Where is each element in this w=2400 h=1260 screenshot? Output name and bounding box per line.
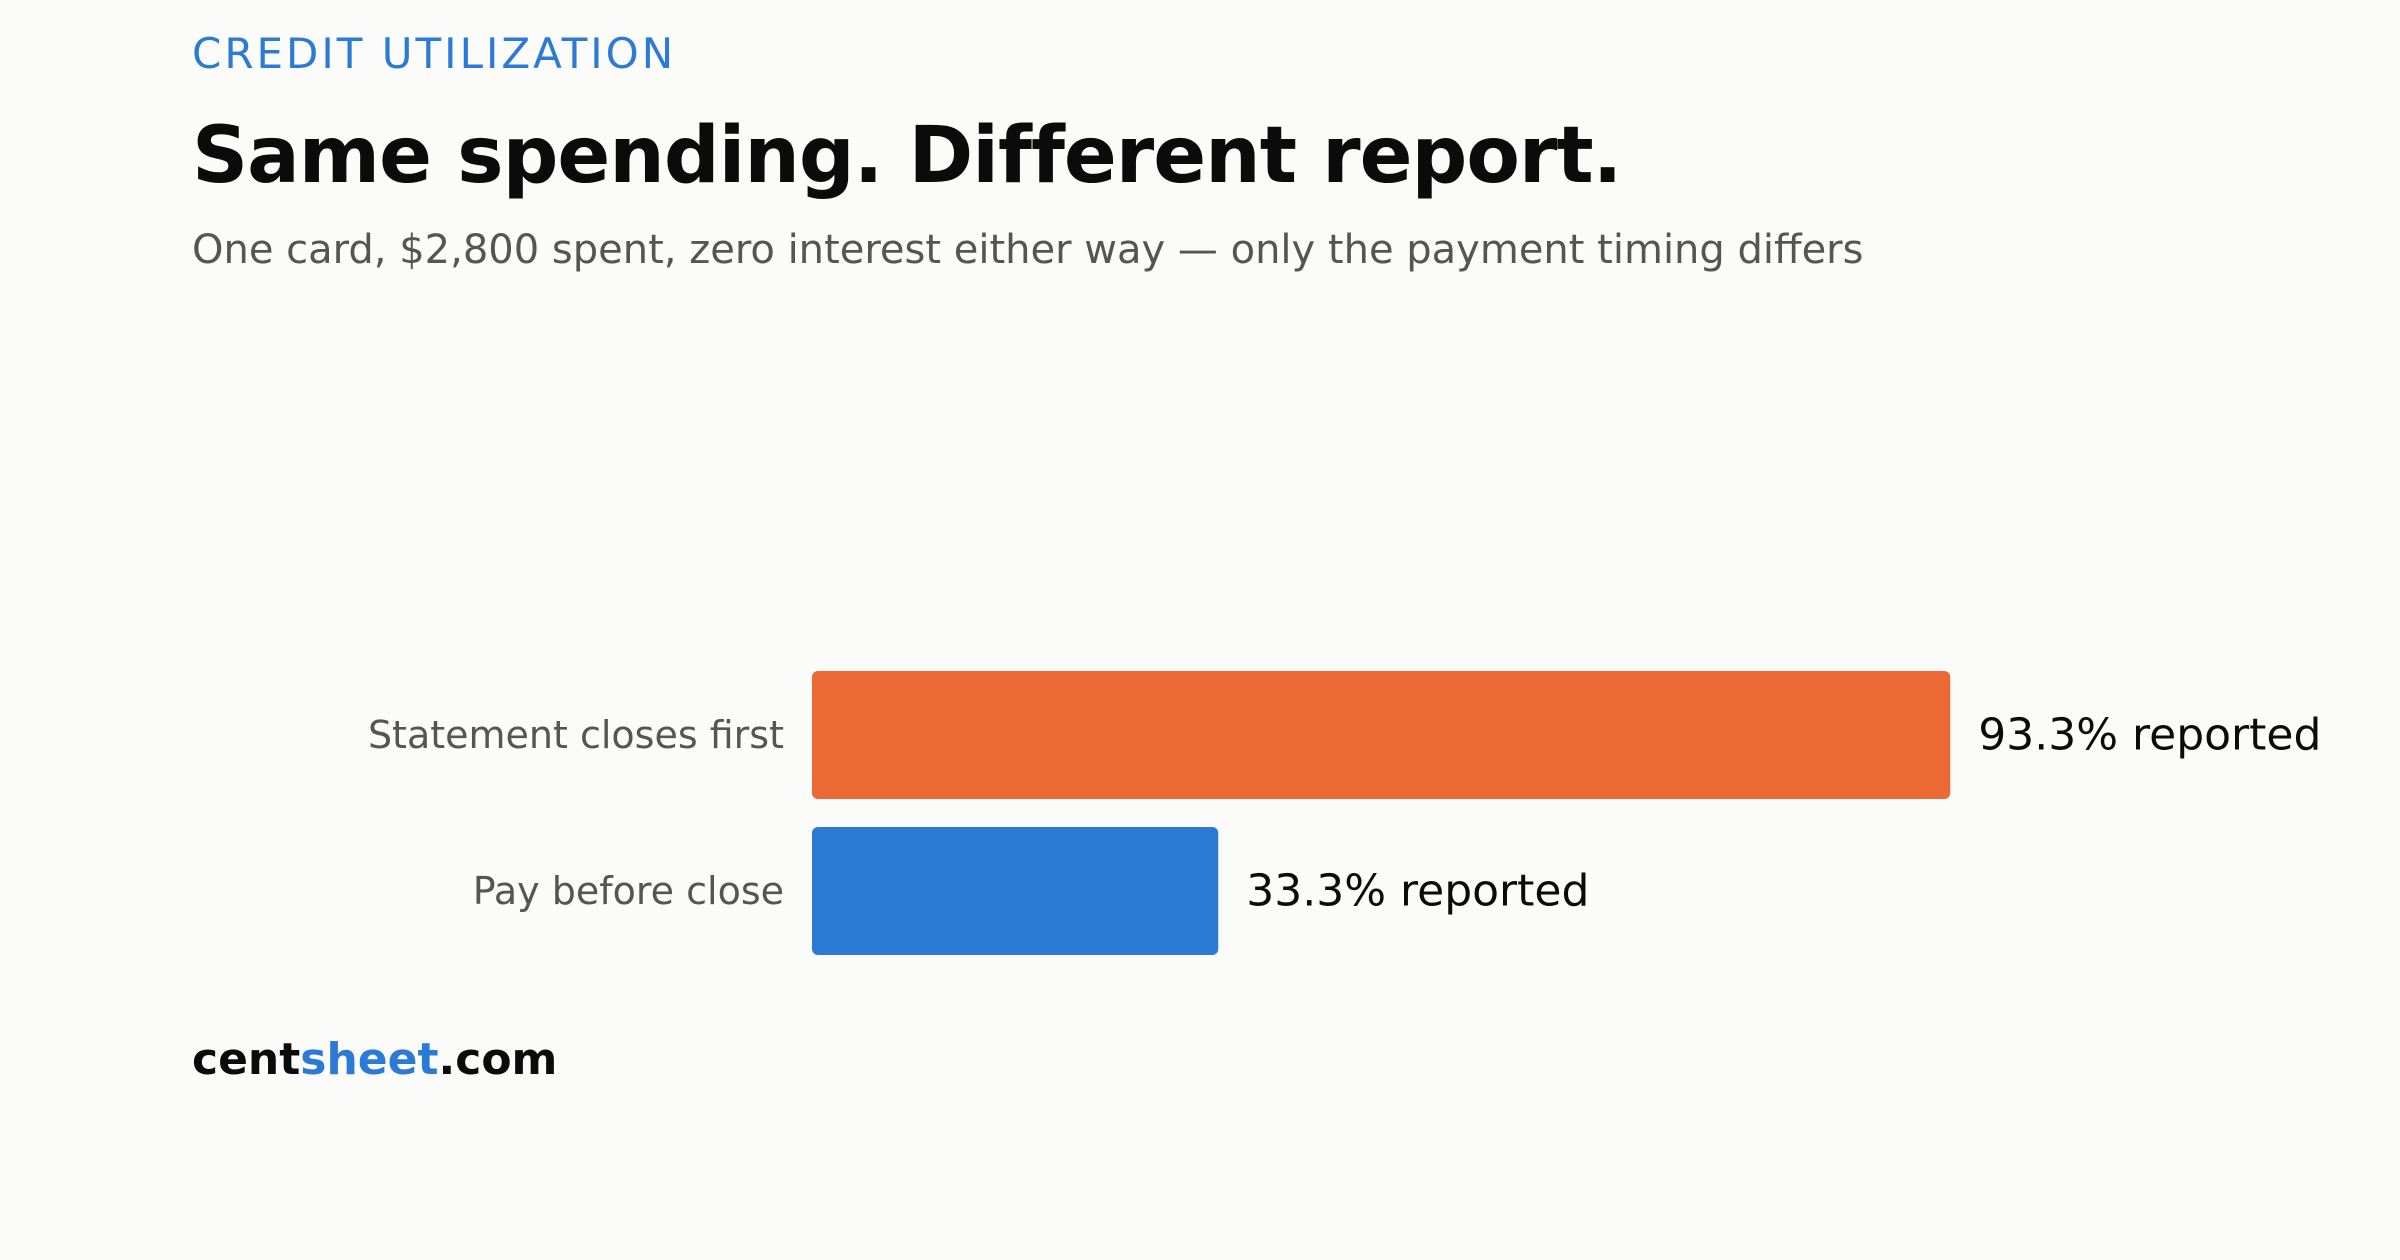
brand-part-sheet: sheet (300, 1034, 439, 1085)
page-title: Same spending. Different report. (192, 111, 1622, 201)
value-label-statement-closes-first: 93.3% reported (1978, 710, 2321, 761)
brand-logo: centsheet.com (192, 1030, 557, 1090)
value-label-pay-before-close: 33.3% reported (1246, 866, 1589, 917)
brand-part-com: .com (438, 1034, 558, 1085)
category-label-pay-before-close: Pay before close (473, 869, 784, 913)
bar-statement-closes-first (812, 671, 1951, 799)
eyebrow-label: CREDIT UTILIZATION (192, 29, 677, 78)
bar-pay-before-close (812, 827, 1219, 955)
page-subtitle: One card, $2,800 spent, zero interest ei… (192, 227, 1864, 273)
brand-part-cent: cent (192, 1034, 301, 1085)
category-label-statement-closes-first: Statement closes first (368, 713, 784, 757)
